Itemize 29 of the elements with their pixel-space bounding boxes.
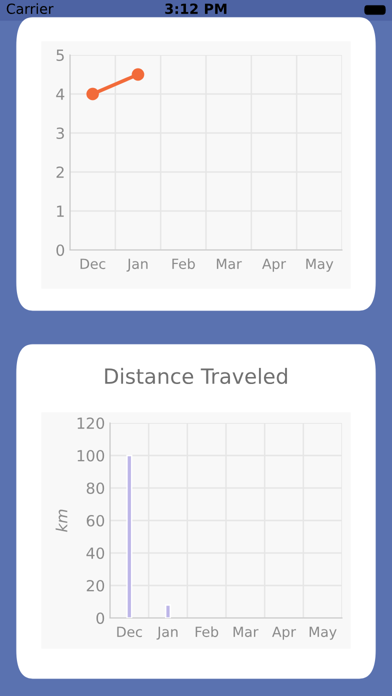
x-tick-label: May (310, 626, 337, 640)
y-tick-label: 2 (56, 166, 64, 178)
y-tick-label: 40 (86, 547, 104, 560)
y-tick-label: 80 (86, 482, 104, 494)
y-tick-label: 60 (86, 514, 104, 527)
x-tick-label: Feb (196, 626, 218, 638)
x-tick-label: Apr (272, 626, 296, 640)
y-tick-label: 3 (56, 127, 64, 140)
text: Carrier (6, 3, 54, 14)
x-tick-label: Jan (156, 626, 178, 640)
x-tick-label: Dec (117, 626, 142, 638)
y-tick-label: 1 (57, 206, 64, 217)
x-tick-label: May (306, 258, 334, 272)
chart-title: Distance Traveled (105, 368, 287, 384)
y-tick-label: 0 (56, 244, 64, 256)
y-axis-title: km (56, 510, 68, 532)
x-tick-label: Jan (126, 258, 148, 272)
y-tick-label: 20 (86, 580, 104, 592)
y-tick-label: 0 (96, 612, 104, 624)
x-tick-label: Mar (234, 626, 258, 638)
x-tick-label: Dec (80, 258, 106, 270)
y-tick-label: 5 (56, 50, 64, 62)
x-tick-label: Apr (262, 258, 286, 272)
y-tick-label: 120 (78, 417, 104, 430)
text: 3:12 PM (165, 4, 226, 14)
x-tick-label: Feb (172, 258, 195, 270)
x-tick-label: Mar (216, 258, 242, 270)
y-tick-label: 100 (78, 450, 104, 462)
y-tick-label: 4 (56, 88, 64, 100)
